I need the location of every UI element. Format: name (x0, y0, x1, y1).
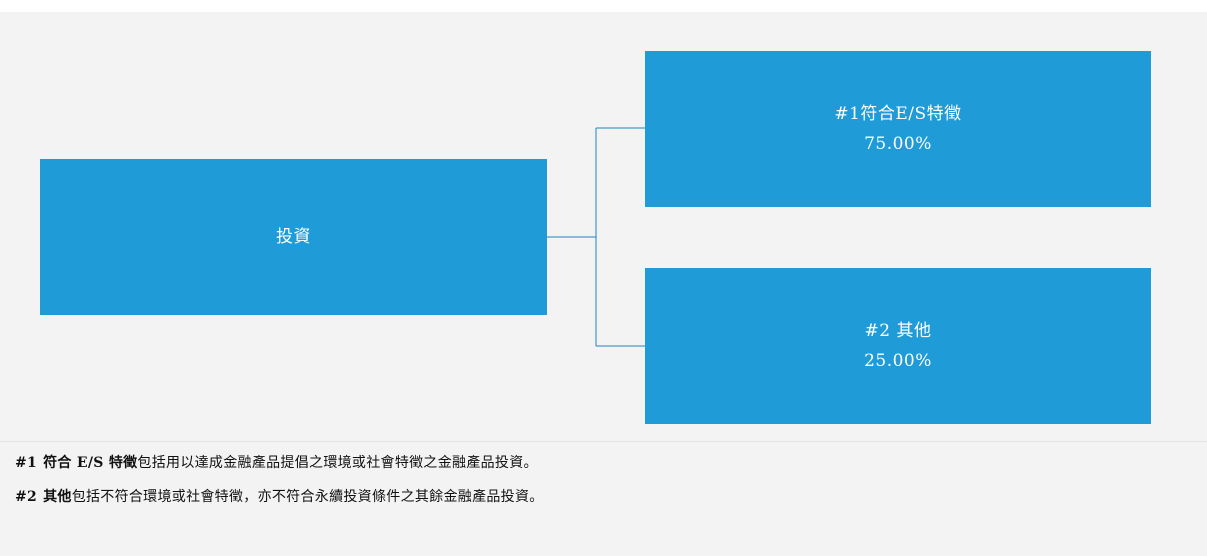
branch-node-label: #2 其他 (864, 321, 932, 341)
footnote-text: 包括用以達成金融產品提倡之環境或社會特徵之金融產品投資。 (137, 455, 538, 471)
branch-node-other: #2 其他 25.00% (645, 268, 1151, 424)
footnotes: #1 符合 E/S 特徵包括用以達成金融產品提倡之環境或社會特徵之金融產品投資。 … (15, 452, 1195, 520)
footnote-text: 包括不符合環境或社會特徵，亦不符合永續投資條件之其餘金融產品投資。 (71, 489, 544, 505)
root-node-label: 投資 (276, 227, 311, 247)
footnote-term: 符合 E/S 特徵 (43, 455, 138, 471)
footnote-marker: #2 (15, 489, 38, 505)
branch-node-es-characteristics: #1符合E/S特徵 75.00% (645, 51, 1151, 207)
branch-node-value: 75.00% (864, 134, 932, 154)
branch-node-value: 25.00% (864, 351, 932, 371)
top-bar (0, 0, 1207, 12)
footnote-term: 其他 (43, 489, 72, 505)
branch-node-label: #1符合E/S特徵 (834, 104, 962, 124)
footnote-marker: #1 (15, 455, 38, 471)
footnote-2: #2 其他包括不符合環境或社會特徵，亦不符合永續投資條件之其餘金融產品投資。 (15, 486, 1195, 508)
footnote-1: #1 符合 E/S 特徵包括用以達成金融產品提倡之環境或社會特徵之金融產品投資。 (15, 452, 1195, 474)
root-node-investment: 投資 (40, 159, 547, 315)
separator (0, 441, 1207, 442)
